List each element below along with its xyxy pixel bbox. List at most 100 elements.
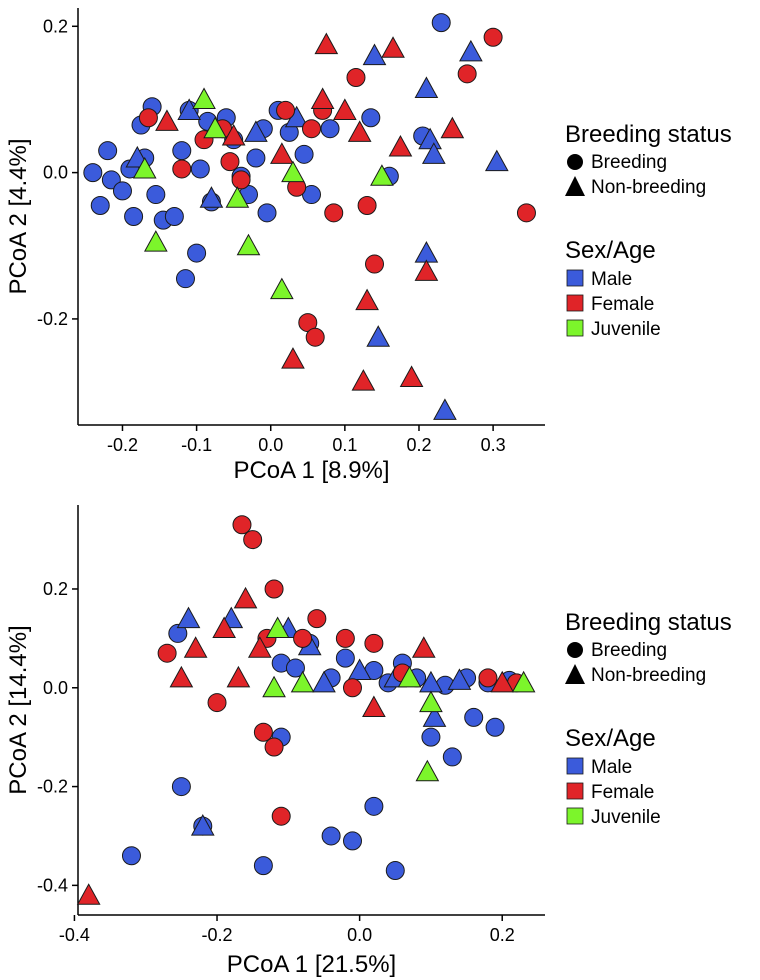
data-point-female-breeding	[232, 515, 252, 535]
bottom-scatter-panel: -0.4 -0.2 0.0 0.2 -0.4 -0.2 0.0 0.2 PCoA 1 [21.5…	[5, 505, 545, 978]
data-point-female-nonbreeding	[183, 636, 208, 658]
data-point-male-breeding	[364, 796, 384, 816]
legend-label-juvenile: Juvenile	[591, 807, 661, 828]
data-point-male-breeding	[168, 623, 188, 643]
data-point-female-nonbreeding	[155, 109, 179, 131]
data-point-male-breeding	[335, 648, 355, 668]
data-point-female-nonbreeding	[270, 142, 294, 164]
y-tick-label: -0.2	[37, 309, 68, 329]
legend-title-sex-age: Sex/Age	[565, 237, 656, 264]
data-point-juvenile-nonbreeding	[397, 665, 422, 688]
top-scatter-panel: -0.2 -0.1 0.0 0.1 0.2 0.3 -0.2 0.0 0.2 PCoA 1 [8.…	[5, 8, 545, 484]
data-point-female-breeding	[364, 633, 384, 653]
data-point-female-breeding	[253, 722, 273, 742]
data-point-male-breeding	[90, 196, 110, 216]
data-point-male-breeding	[257, 203, 277, 223]
data-point-juvenile-nonbreeding	[143, 230, 168, 252]
data-point-female-breeding	[276, 100, 296, 120]
data-point-male-breeding	[146, 185, 166, 205]
data-point-male-breeding	[294, 144, 314, 164]
data-point-male-nonbreeding	[312, 670, 336, 693]
data-point-male-nonbreeding	[190, 814, 215, 836]
legend-swatch-female	[566, 294, 584, 312]
x-tick-label: 0.2	[406, 435, 431, 455]
data-point-female-breeding	[207, 693, 227, 713]
y-axis-title: PCoA 2 [14.4%]	[5, 625, 32, 794]
data-point-juvenile-nonbreeding	[419, 690, 443, 713]
data-point-female-nonbreeding	[490, 670, 515, 693]
y-tick-label: -0.2	[37, 777, 68, 797]
y-tick-label: 0.2	[43, 579, 68, 599]
data-point-female-breeding	[365, 254, 385, 274]
data-point-juvenile-nonbreeding	[262, 675, 286, 698]
data-point-male-breeding	[83, 163, 103, 183]
data-point-male-nonbreeding	[176, 606, 201, 629]
data-point-female-nonbreeding	[355, 288, 379, 311]
data-point-male-nonbreeding	[366, 325, 391, 347]
data-point-male-breeding	[124, 207, 144, 226]
data-point-female-breeding	[516, 203, 536, 223]
data-point-male-breeding	[285, 658, 305, 678]
y-tick-label: 0.2	[43, 16, 68, 36]
data-point-female-breeding	[264, 579, 284, 599]
x-tick-label: 0.1	[332, 435, 357, 455]
legend-label-female: Female	[591, 294, 654, 315]
data-point-female-nonbreeding	[362, 695, 386, 718]
data-point-juvenile-nonbreeding	[511, 670, 536, 693]
data-point-female-breeding	[324, 203, 344, 223]
legend-label-male: Male	[591, 757, 632, 778]
data-point-male-breeding	[112, 181, 132, 201]
data-point-female-breeding	[478, 668, 498, 688]
data-point-female-nonbreeding	[221, 123, 246, 146]
data-point-male-breeding	[385, 861, 405, 881]
x-tick-label: -0.4	[59, 925, 90, 945]
legend-swatch-juvenile	[566, 319, 584, 337]
data-point-female-breeding	[138, 108, 158, 128]
data-point-female-breeding	[172, 159, 192, 179]
data-point-male-breeding	[361, 108, 381, 128]
data-point-female-nonbreeding	[314, 32, 339, 55]
legend-label-triangle: Non-breeding	[591, 177, 706, 198]
data-point-male-breeding	[320, 119, 340, 139]
data-point-female-nonbreeding	[351, 369, 376, 391]
data-point-female-breeding	[335, 628, 355, 648]
data-point-female-breeding	[346, 68, 366, 87]
legend-circle-icon	[567, 642, 583, 658]
y-axis-title: PCoA 2 [4.4%]	[5, 138, 32, 294]
data-point-male-breeding	[164, 207, 184, 226]
data-point-male-nonbreeding	[422, 705, 447, 727]
data-point-female-nonbreeding	[399, 365, 424, 387]
data-point-female-breeding	[342, 678, 362, 698]
data-point-juvenile-nonbreeding	[236, 233, 261, 256]
data-point-male-breeding	[464, 707, 484, 727]
x-tick-label: 0.3	[481, 435, 506, 455]
data-point-male-breeding	[172, 141, 192, 161]
bottom-legend: Breeding status Breeding Non-breeding Sex/A…	[565, 609, 732, 828]
data-point-male-nonbreeding	[244, 120, 268, 142]
data-point-female-nonbreeding	[381, 36, 405, 58]
data-point-juvenile-nonbreeding	[203, 116, 227, 139]
legend-label-triangle: Non-breeding	[591, 665, 706, 686]
data-point-female-breeding	[264, 737, 284, 757]
legend-swatch-male	[566, 757, 584, 775]
data-point-juvenile-nonbreeding	[132, 156, 157, 179]
data-point-juvenile-nonbreeding	[192, 87, 216, 109]
legend-title-breeding-status: Breeding status	[565, 121, 732, 148]
data-point-juvenile-nonbreeding	[415, 759, 440, 782]
y-tick-label: 0.0	[43, 163, 68, 183]
data-point-female-breeding	[457, 64, 477, 84]
data-point-female-nonbreeding	[226, 665, 251, 688]
data-point-female-breeding	[307, 609, 327, 629]
data-point-male-nonbreeding	[362, 43, 387, 66]
data-point-male-breeding	[485, 717, 505, 737]
data-point-male-nonbreeding	[418, 127, 442, 150]
data-point-male-nonbreeding	[484, 149, 509, 172]
data-point-male-breeding	[121, 846, 141, 866]
data-point-male-breeding	[342, 831, 362, 851]
data-point-female-breeding	[293, 628, 313, 648]
data-point-female-nonbreeding	[233, 586, 258, 609]
data-point-female-breeding	[483, 27, 503, 47]
legend-triangle-icon	[565, 664, 585, 684]
x-axis-title: PCoA 1 [21.5%]	[227, 951, 396, 978]
legend-label-male: Male	[591, 269, 632, 290]
